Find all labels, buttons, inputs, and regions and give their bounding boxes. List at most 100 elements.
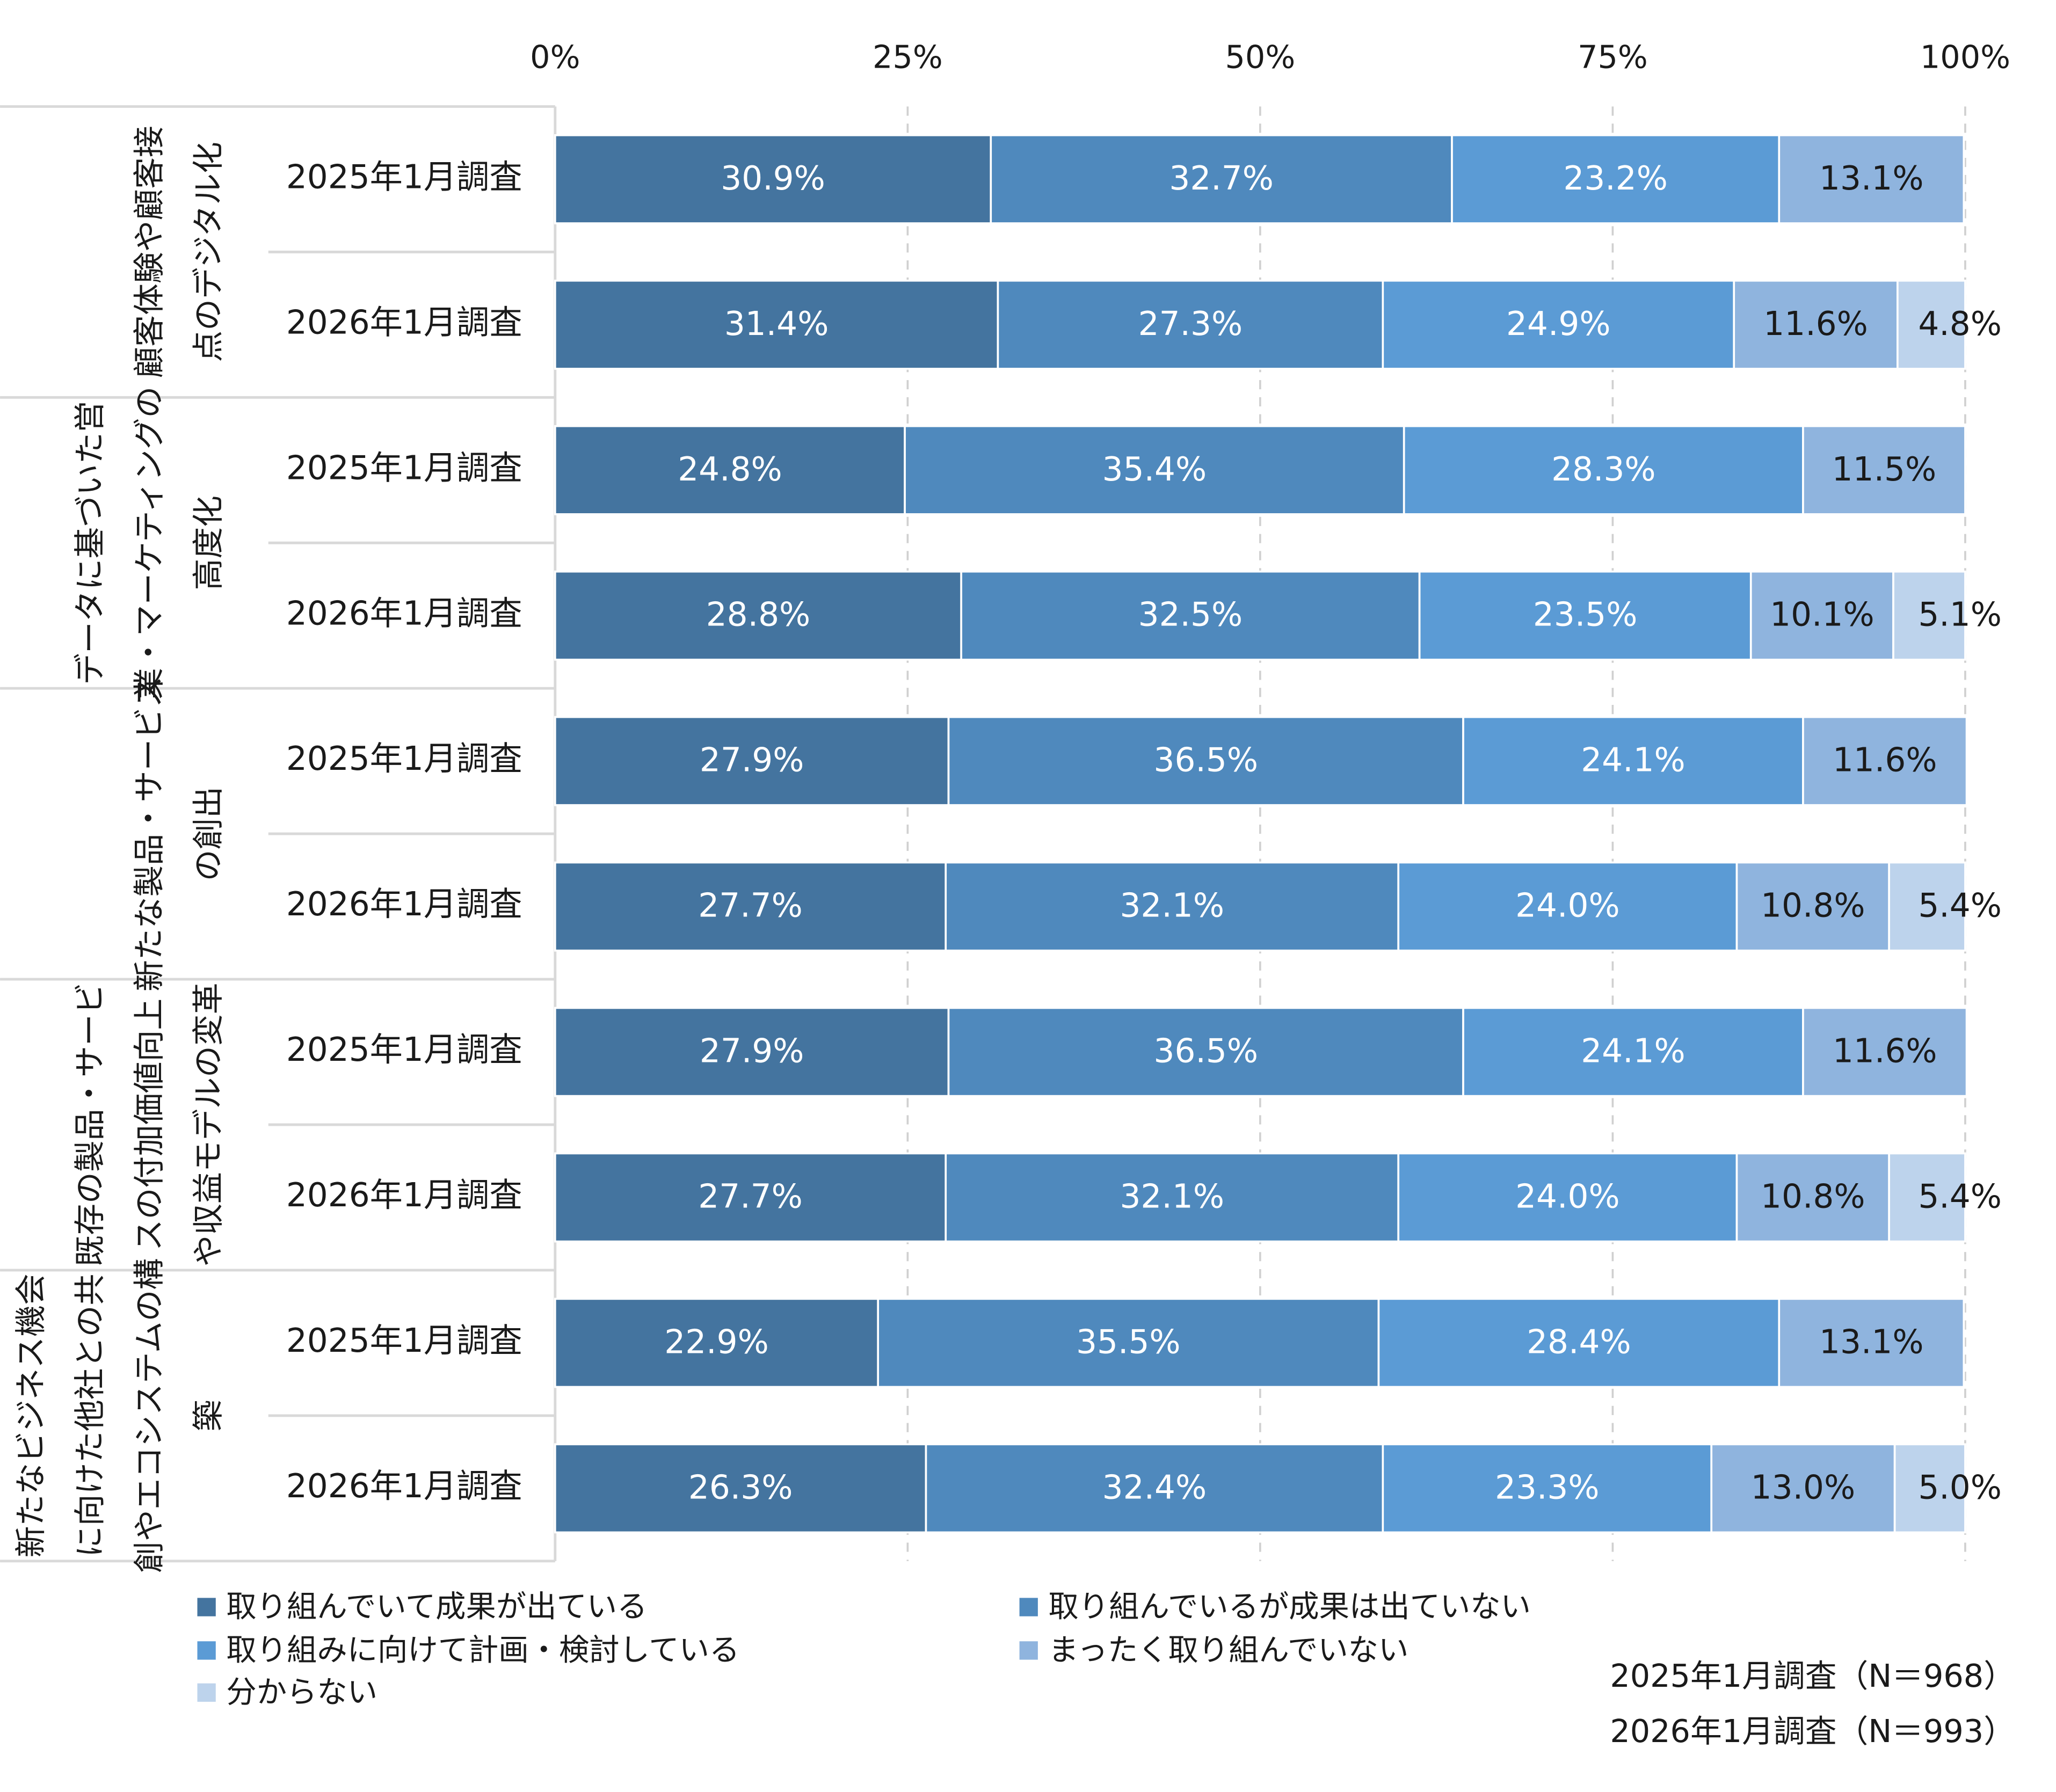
data-label: 5.0%: [1918, 1468, 2002, 1506]
category-label: 2026年1月調査: [286, 885, 522, 923]
data-label: 31.4%: [724, 305, 829, 343]
data-label: 27.9%: [700, 741, 804, 780]
bar-segment: [1382, 279, 1735, 370]
category-label: 2025年1月調査: [286, 1031, 522, 1069]
data-label: 24.8%: [678, 450, 782, 489]
data-label: 11.5%: [1832, 450, 1937, 489]
group-label: 築: [190, 1400, 227, 1431]
data-label: 27.9%: [700, 1032, 804, 1070]
data-label: 32.1%: [1120, 1178, 1224, 1216]
data-label: 26.3%: [688, 1468, 793, 1506]
legend-label: まったく取り組んでいない: [1048, 1633, 1408, 1667]
bar-segment: [1888, 1152, 1966, 1243]
category-label: 2026年1月調査: [286, 1176, 522, 1214]
data-label: 24.0%: [1515, 1178, 1620, 1216]
bar-segment: [1802, 425, 1966, 515]
bar-segment: [554, 134, 992, 224]
group-label: 創やエコシステムの構: [130, 1258, 168, 1573]
category-label: 2025年1月調査: [286, 740, 522, 778]
data-label: 27.7%: [698, 1178, 803, 1216]
data-label: 36.5%: [1154, 741, 1259, 780]
data-label: 11.6%: [1763, 305, 1868, 343]
data-label: 10.8%: [1761, 887, 1865, 925]
group-label: や収益モデルの変革: [190, 982, 227, 1266]
data-label: 5.4%: [1918, 887, 2002, 925]
bar-segment: [554, 279, 999, 370]
x-tick-label: 75%: [1578, 38, 1648, 75]
data-label: 23.2%: [1563, 159, 1668, 198]
bar-segment: [1892, 570, 1966, 661]
bar-segment: [1462, 1007, 1804, 1097]
group-label: スの付加価値向上: [130, 999, 168, 1251]
bar-segment: [1893, 1443, 1966, 1534]
category-label: 2026年1月調査: [286, 1467, 522, 1505]
data-label: 11.6%: [1833, 741, 1937, 780]
x-tick-label: 0%: [530, 38, 580, 75]
bar-segment: [1382, 1443, 1713, 1534]
data-label: 28.4%: [1527, 1323, 1631, 1361]
data-label: 23.3%: [1495, 1468, 1600, 1506]
bar-segment: [1778, 1298, 1965, 1388]
data-label: 5.1%: [1918, 596, 2002, 634]
bar-segment: [554, 1007, 950, 1097]
data-label: 23.5%: [1533, 596, 1638, 634]
group-label: 業・マーケティングの: [130, 387, 168, 700]
data-label: 32.7%: [1169, 159, 1274, 198]
data-label: 36.5%: [1154, 1032, 1259, 1070]
data-label: 10.1%: [1770, 596, 1875, 634]
bar-segment: [945, 861, 1400, 952]
category-label: 2025年1月調査: [286, 449, 522, 487]
data-label: 24.0%: [1515, 887, 1620, 925]
group-label: データに基づいた営: [71, 401, 108, 685]
bar-segment: [554, 1152, 947, 1243]
bar-segment: [1418, 570, 1752, 661]
data-label: 11.6%: [1833, 1032, 1937, 1070]
data-label: 24.1%: [1581, 741, 1686, 780]
data-label: 32.4%: [1102, 1468, 1207, 1506]
bar-segment: [945, 1152, 1400, 1243]
bar-segment: [554, 716, 950, 806]
bar-segment: [877, 1298, 1380, 1388]
group-label: に向けた他社との共: [71, 1274, 108, 1557]
category-label: 2025年1月調査: [286, 1322, 522, 1360]
data-label: 30.9%: [721, 159, 825, 198]
legend-label: 取り組んでいて成果が出ている: [226, 1590, 647, 1625]
data-label: 13.1%: [1819, 1323, 1924, 1361]
group-label: の創出: [190, 786, 227, 881]
legend-swatch: [1019, 1641, 1038, 1660]
bar-segment: [1451, 134, 1781, 224]
data-label: 27.3%: [1138, 305, 1243, 343]
note: 2026年1月調査（N＝993）: [1610, 1713, 2015, 1750]
bar-segment: [925, 1443, 1384, 1534]
bar-segment: [1802, 716, 1968, 806]
bar-segment: [554, 1443, 927, 1534]
bar-segment: [1749, 570, 1894, 661]
data-label: 35.4%: [1102, 450, 1207, 489]
data-label: 24.1%: [1581, 1032, 1686, 1070]
data-label: 24.9%: [1506, 305, 1611, 343]
bar-segment: [1897, 279, 1966, 370]
legend-swatch: [197, 1598, 216, 1616]
data-label: 27.7%: [698, 887, 803, 925]
bar-segment: [1710, 1443, 1896, 1534]
bar-segment: [1397, 861, 1738, 952]
legend-label: 取り組みに向けて計画・検討している: [226, 1633, 739, 1667]
data-label: 4.8%: [1918, 305, 2002, 343]
group-label: 新たなビジネス機会: [12, 1273, 49, 1557]
bar-segment: [554, 861, 947, 952]
data-label: 28.8%: [706, 596, 811, 634]
bar-segment: [1735, 861, 1890, 952]
data-label: 13.0%: [1751, 1468, 1856, 1506]
legend-label: 取り組んでいるが成果は出ていない: [1048, 1590, 1530, 1625]
bar-segment: [997, 279, 1384, 370]
data-label: 32.1%: [1120, 887, 1224, 925]
data-label: 10.8%: [1761, 1178, 1865, 1216]
bar-segment: [990, 134, 1453, 224]
note: 2025年1月調査（N＝968）: [1610, 1657, 2015, 1694]
data-label: 5.4%: [1918, 1178, 2002, 1216]
legend-label: 分からない: [226, 1675, 377, 1710]
bar-segment: [1397, 1152, 1738, 1243]
bar-segment: [947, 1007, 1464, 1097]
